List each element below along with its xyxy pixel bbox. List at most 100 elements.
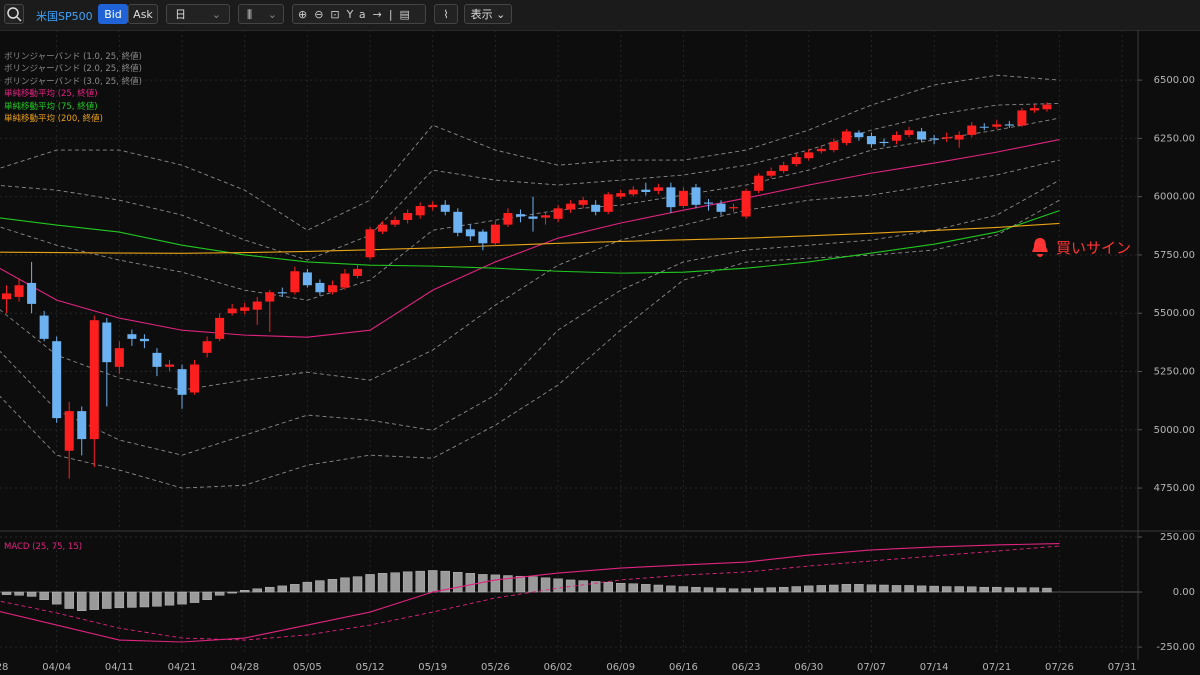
histogram-bar <box>829 584 839 593</box>
y-tick-label: 5000.00 <box>1154 425 1195 436</box>
symbol[interactable]: 米国SP500 <box>36 10 93 23</box>
histogram-bar <box>728 588 739 593</box>
candle-body <box>653 187 663 191</box>
legend: ボリンジャーバンド (1.0, 25, 終値) ボリンジャーバンド (2.0, 2… <box>4 51 142 125</box>
histogram-bar <box>102 591 112 609</box>
candle-body <box>666 187 676 208</box>
x-tick-label: 07/07 <box>857 662 886 673</box>
histogram-bar <box>891 585 902 593</box>
macd-line <box>0 545 1060 641</box>
candle-body <box>866 136 876 145</box>
legend-entry: 単純移動平均 (75, 終値) <box>4 101 98 112</box>
candle-body <box>729 207 739 209</box>
view-dropdown[interactable]: 表示 ⌄ <box>464 4 512 24</box>
candle-body <box>641 189 651 193</box>
histogram-bar <box>252 588 262 593</box>
ask-button[interactable]: Ask <box>128 4 158 24</box>
candle-body <box>102 322 112 363</box>
histogram-bar <box>1017 587 1027 593</box>
histogram-bar <box>490 574 501 593</box>
candle-body <box>553 208 563 219</box>
histogram-bar <box>515 575 526 593</box>
histogram-bar <box>340 577 350 593</box>
zoom-tools[interactable]: ⊕⊖⊡Ya→|▤ <box>292 4 426 24</box>
histogram-bar <box>916 585 927 593</box>
legend-entry: ボリンジャーバンド (2.0, 25, 終値) <box>4 64 142 75</box>
histogram-bar <box>741 588 751 593</box>
x-tick-label: 05/12 <box>356 662 385 673</box>
histogram-bar <box>26 591 37 597</box>
histogram-bar <box>1029 587 1040 593</box>
histogram-bar <box>1 591 12 595</box>
histogram-bar <box>941 586 952 593</box>
chart-type-dropdown[interactable]: ⫼ ⌄ <box>238 4 284 24</box>
histogram-bar <box>628 583 638 593</box>
candle-body <box>1017 110 1027 126</box>
histogram-bar <box>152 591 162 607</box>
histogram-bar <box>992 586 1002 593</box>
candle-body <box>1004 124 1014 126</box>
histogram-bar <box>929 585 939 593</box>
candle-body <box>252 301 262 310</box>
period-dropdown[interactable]: 日 ⌄ <box>166 4 230 24</box>
histogram-bar <box>816 585 827 593</box>
histogram-bar <box>578 580 588 593</box>
candle-body <box>177 369 187 395</box>
search-button[interactable] <box>4 4 24 24</box>
histogram-bar <box>290 584 300 593</box>
candle-body <box>440 204 450 212</box>
indicator-button[interactable]: ⌇ <box>434 4 458 24</box>
candle-body <box>879 141 889 144</box>
candle-body <box>779 165 789 172</box>
toolbar: 米国SP500 Bid Ask 日 ⌄ ⫼ ⌄ ⊕⊖⊡Ya→|▤ ⌇ 表示 ⌄ <box>0 0 1200 31</box>
candle-body <box>1042 104 1052 110</box>
histogram-bar <box>14 591 24 596</box>
candle-body <box>929 138 939 140</box>
histogram-bar <box>553 578 563 593</box>
candle-body <box>904 130 914 135</box>
histogram-bar <box>227 591 237 594</box>
histogram-bar <box>277 585 288 593</box>
histogram-bar <box>666 585 676 593</box>
histogram-bar <box>904 585 914 593</box>
x-tick-label: 07/26 <box>1045 662 1074 673</box>
moving-average <box>0 210 1060 274</box>
histogram-bar <box>189 591 200 603</box>
candle-body <box>14 285 24 297</box>
candle-body <box>954 134 964 140</box>
candle-body <box>327 285 337 293</box>
x-tick-label: 05/26 <box>481 662 510 673</box>
candle-body <box>428 204 438 208</box>
histogram-bar <box>716 587 726 593</box>
candle-body <box>152 352 162 367</box>
histogram-bar <box>315 580 325 593</box>
candle-body <box>302 272 312 286</box>
candle-body <box>378 224 388 232</box>
candle-body <box>754 175 764 191</box>
histogram-bar <box>528 576 538 593</box>
bid-button[interactable]: Bid <box>98 4 128 24</box>
legend-entry: 単純移動平均 (200, 終値) <box>4 114 103 125</box>
candle-body <box>841 131 851 144</box>
candle-body <box>616 193 626 197</box>
period: 日 <box>175 8 186 21</box>
candle-body <box>892 134 902 141</box>
histogram-bar <box>365 574 375 593</box>
candle-body <box>315 282 325 293</box>
y-tick-label: -250.00 <box>1156 642 1195 653</box>
candle-body <box>917 131 927 140</box>
candle-body <box>591 204 601 212</box>
candle-body <box>578 200 588 205</box>
histogram-bar <box>390 572 400 593</box>
x-tick-label: 05/05 <box>293 662 322 673</box>
histogram-bar <box>51 591 62 605</box>
histogram-bar <box>866 584 877 593</box>
moving-average <box>0 139 1060 338</box>
candle-body <box>490 224 500 244</box>
histogram-bar <box>804 585 814 593</box>
band-upper <box>0 117 1060 301</box>
histogram-bar <box>428 570 438 593</box>
candle-body <box>741 190 751 217</box>
y-tick-label: 250.00 <box>1160 532 1195 543</box>
